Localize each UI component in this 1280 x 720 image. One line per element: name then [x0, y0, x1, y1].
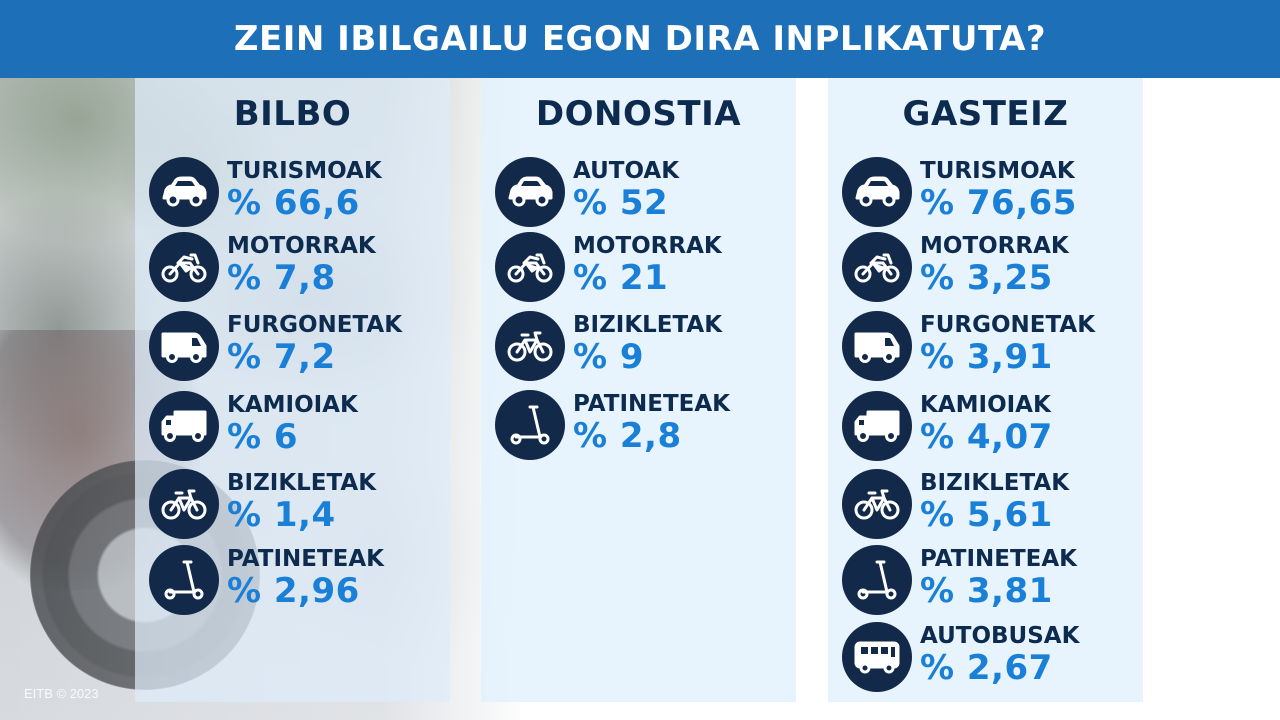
stat-label: MOTORRAK	[227, 233, 376, 259]
stat-label: KAMIOIAK	[227, 392, 358, 418]
stat-row: KAMIOIAK % 4,07	[842, 391, 1142, 461]
stat-label: BIZIKLETAK	[920, 470, 1070, 496]
stat-label: BIZIKLETAK	[227, 470, 377, 496]
car-icon	[842, 157, 912, 227]
stat-row: PATINETEAK % 2,8	[495, 390, 795, 460]
motorcycle-icon	[842, 232, 912, 302]
stat-row: MOTORRAK % 3,25	[842, 232, 1142, 302]
stat-row: FURGONETAK % 3,91	[842, 311, 1142, 381]
car-icon	[149, 157, 219, 227]
stat-value: % 3,81	[920, 571, 1053, 611]
stat-label: KAMIOIAK	[920, 392, 1051, 418]
scooter-icon	[842, 545, 912, 615]
stat-value: % 52	[573, 183, 669, 223]
stat-row: KAMIOIAK % 6	[149, 391, 449, 461]
stat-value: % 6	[227, 417, 299, 457]
stat-label: AUTOBUSAK	[920, 623, 1080, 649]
column-bilbo: BILBO TURISMOAK % 66,6 MOTORRAK % 7,8 FU…	[135, 78, 450, 702]
stat-row: AUTOAK % 52	[495, 157, 795, 227]
column-donostia: DONOSTIA AUTOAK % 52 MOTORRAK % 21 BIZIK…	[481, 78, 796, 702]
stat-label: BIZIKLETAK	[573, 312, 723, 338]
van-icon	[842, 311, 912, 381]
van-icon	[149, 311, 219, 381]
stat-value: % 76,65	[920, 183, 1077, 223]
stat-value: % 21	[573, 258, 669, 298]
stat-row: MOTORRAK % 21	[495, 232, 795, 302]
stat-label: PATINETEAK	[573, 391, 730, 417]
stat-value: % 2,96	[227, 571, 360, 611]
stat-row: TURISMOAK % 66,6	[149, 157, 449, 227]
stat-label: FURGONETAK	[920, 312, 1096, 338]
stat-label: PATINETEAK	[920, 546, 1077, 572]
stat-value: % 9	[573, 337, 645, 377]
bus-icon	[842, 622, 912, 692]
scooter-icon	[495, 390, 565, 460]
column-gasteiz: GASTEIZ TURISMOAK % 76,65 MOTORRAK % 3,2…	[828, 78, 1143, 702]
stat-row: TURISMOAK % 76,65	[842, 157, 1142, 227]
stat-value: % 7,8	[227, 258, 336, 298]
scooter-icon	[149, 545, 219, 615]
stat-label: PATINETEAK	[227, 546, 384, 572]
stat-value: % 66,6	[227, 183, 360, 223]
stat-row: FURGONETAK % 7,2	[149, 311, 449, 381]
stat-label: TURISMOAK	[227, 158, 382, 184]
title-banner: ZEIN IBILGAILU EGON DIRA INPLIKATUTA?	[0, 0, 1280, 78]
stat-value: % 4,07	[920, 417, 1053, 457]
bicycle-icon	[149, 469, 219, 539]
stat-row: AUTOBUSAK % 2,67	[842, 622, 1142, 692]
stat-value: % 1,4	[227, 495, 336, 535]
bicycle-icon	[495, 311, 565, 381]
stat-label: MOTORRAK	[920, 233, 1069, 259]
car-icon	[495, 157, 565, 227]
stat-value: % 5,61	[920, 495, 1053, 535]
stat-label: MOTORRAK	[573, 233, 722, 259]
stat-row: PATINETEAK % 2,96	[149, 545, 449, 615]
truck-icon	[149, 391, 219, 461]
motorcycle-icon	[495, 232, 565, 302]
column-title: BILBO	[233, 94, 352, 134]
stat-label: AUTOAK	[573, 158, 680, 184]
stat-row: BIZIKLETAK % 5,61	[842, 469, 1142, 539]
stat-row: BIZIKLETAK % 9	[495, 311, 795, 381]
motorcycle-icon	[149, 232, 219, 302]
column-title: GASTEIZ	[902, 94, 1069, 134]
stat-value: % 3,25	[920, 258, 1053, 298]
stat-row: MOTORRAK % 7,8	[149, 232, 449, 302]
page-title: ZEIN IBILGAILU EGON DIRA INPLIKATUTA?	[233, 19, 1047, 59]
truck-icon	[842, 391, 912, 461]
stat-label: FURGONETAK	[227, 312, 403, 338]
stat-value: % 2,8	[573, 416, 682, 456]
stat-label: TURISMOAK	[920, 158, 1075, 184]
stat-value: % 2,67	[920, 648, 1053, 688]
stat-value: % 7,2	[227, 337, 336, 377]
stat-row: BIZIKLETAK % 1,4	[149, 469, 449, 539]
column-title: DONOSTIA	[535, 94, 742, 134]
stat-row: PATINETEAK % 3,81	[842, 545, 1142, 615]
bicycle-icon	[842, 469, 912, 539]
stat-value: % 3,91	[920, 337, 1053, 377]
copyright-notice: EITB © 2023	[24, 686, 99, 701]
